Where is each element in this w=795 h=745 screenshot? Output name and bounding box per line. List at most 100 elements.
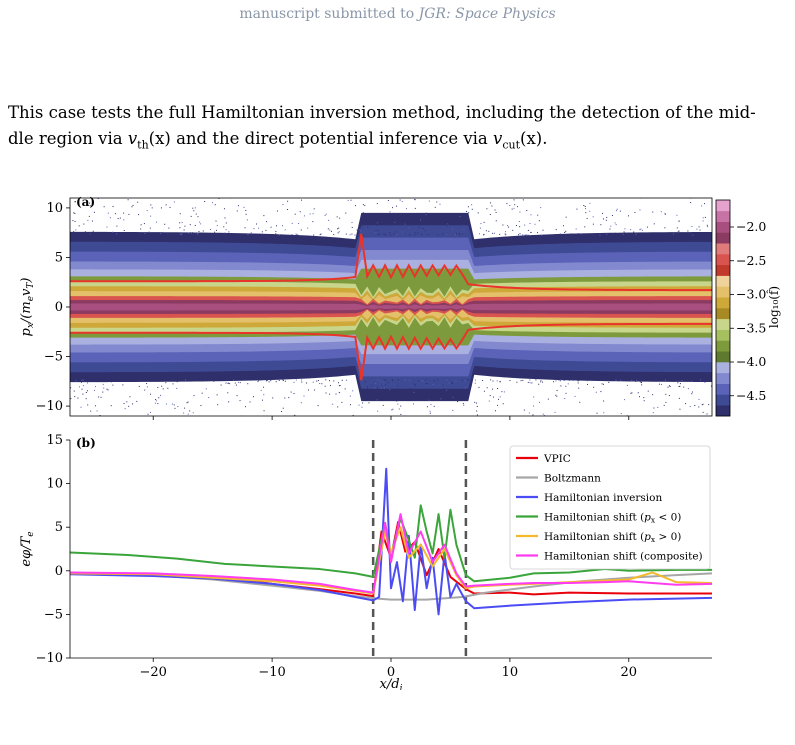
series-line <box>70 504 712 583</box>
figure: (a) 10 5 0 −5 −10 px/(mevT) −2.0 −2.5 −3.0 −3.5… <box>19 195 781 690</box>
heatmap-speckle <box>414 232 416 234</box>
heatmap-speckle <box>160 207 162 209</box>
heatmap-speckle <box>94 389 96 391</box>
heatmap-speckle <box>603 400 605 402</box>
heatmap-speckle <box>293 393 295 395</box>
heatmap-speckle <box>159 233 161 235</box>
heatmap-speckle <box>529 222 531 224</box>
heatmap-speckle <box>314 389 316 391</box>
heatmap-speckle <box>568 379 570 381</box>
heatmap-speckle <box>580 234 582 236</box>
heatmap-speckle <box>624 399 626 401</box>
heatmap-speckle <box>559 233 561 235</box>
heatmap-speckle <box>377 230 379 232</box>
heatmap-speckle <box>189 224 191 226</box>
heatmap-speckle <box>512 229 514 231</box>
heatmap-speckle <box>503 391 505 393</box>
heatmap-speckle <box>559 380 561 382</box>
heatmap-speckle <box>507 225 509 227</box>
heatmap-speckle <box>479 227 481 229</box>
heatmap-speckle <box>513 199 515 201</box>
heatmap-speckle <box>88 215 90 217</box>
heatmap-speckle <box>266 221 268 223</box>
heatmap-speckle <box>577 380 579 382</box>
heatmap-speckle <box>179 227 181 229</box>
heatmap-speckle <box>291 234 293 236</box>
heatmap-speckle <box>511 208 513 210</box>
heatmap-speckle <box>679 385 681 387</box>
heatmap-speckle <box>399 199 401 201</box>
heatmap-speckle <box>390 234 392 236</box>
heatmap-speckle <box>681 380 683 382</box>
heatmap-speckle <box>633 231 635 233</box>
heatmap-speckle <box>364 381 366 383</box>
heatmap-speckle <box>384 234 386 236</box>
heatmap-speckle <box>658 383 660 385</box>
heatmap-speckle <box>215 229 217 231</box>
heatmap-speckle <box>464 387 466 389</box>
heatmap-speckle <box>540 381 542 383</box>
heatmap-speckle <box>124 380 126 382</box>
legend-label: Hamiltonian shift (px > 0) <box>544 531 681 544</box>
heatmap-speckle <box>534 223 536 225</box>
heatmap-speckle <box>462 233 464 235</box>
heatmap-speckle <box>490 202 492 204</box>
heatmap-speckle <box>338 227 340 229</box>
heatmap-speckle <box>513 207 515 209</box>
heatmap-speckle <box>355 205 357 207</box>
heatmap-speckle <box>144 389 146 391</box>
heatmap-speckle <box>383 381 385 383</box>
heatmap-speckle <box>448 382 450 384</box>
heatmap-speckle <box>457 216 459 218</box>
heatmap-speckle <box>531 382 533 384</box>
heatmap-speckle <box>344 388 346 390</box>
heatmap-speckle <box>555 229 557 231</box>
heatmap-speckle <box>85 391 87 393</box>
heatmap-speckle <box>659 380 661 382</box>
heatmap-speckle <box>86 382 88 384</box>
heatmap-speckle <box>198 230 200 232</box>
heatmap-speckle <box>624 232 626 234</box>
heatmap-speckle <box>502 224 504 226</box>
heatmap-speckle <box>499 396 501 398</box>
heatmap-speckle <box>238 233 240 235</box>
heatmap-speckle <box>330 230 332 232</box>
heatmap-speckle <box>293 381 295 383</box>
heatmap-speckle <box>486 208 488 210</box>
heatmap-speckle <box>150 204 152 206</box>
heatmap-speckle <box>505 234 507 236</box>
heatmap-speckle <box>620 379 622 381</box>
heatmap-speckle <box>480 223 482 225</box>
heatmap-speckle <box>87 379 89 381</box>
heatmap-speckle <box>635 380 637 382</box>
heatmap-speckle <box>565 216 567 218</box>
heatmap-speckle <box>668 385 670 387</box>
heatmap-speckle <box>400 405 402 407</box>
heatmap-speckle <box>102 234 104 236</box>
heatmap-speckle <box>184 407 186 409</box>
panel-b: (b) 15 10 5 0 −5 −10 −20 −10 0 10 20 eφ/Te x/di V… <box>19 433 712 690</box>
heatmap-speckle <box>400 413 402 415</box>
heatmap-speckle <box>396 400 398 402</box>
heatmap-speckle <box>337 228 339 230</box>
heatmap-speckle <box>312 213 314 215</box>
heatmap-speckle <box>377 410 379 412</box>
heatmap-speckle <box>414 394 416 396</box>
heatmap-speckle <box>468 212 470 214</box>
heatmap-speckle <box>595 391 597 393</box>
heatmap-speckle <box>154 402 156 404</box>
heatmap-speckle <box>401 201 403 203</box>
heatmap-speckle <box>282 379 284 381</box>
heatmap-speckle <box>505 233 507 235</box>
heatmap-speckle <box>428 200 430 202</box>
colorbar-swatch <box>716 394 730 406</box>
heatmap-speckle <box>337 406 339 408</box>
colorbar-swatch <box>716 297 730 309</box>
heatmap-speckle <box>474 382 476 384</box>
heatmap-speckle <box>162 388 164 390</box>
heatmap-speckle <box>587 380 589 382</box>
heatmap-speckle <box>112 206 114 208</box>
heatmap-speckle <box>270 226 272 228</box>
heatmap-speckle <box>227 234 229 236</box>
heatmap-speckle <box>702 411 704 413</box>
